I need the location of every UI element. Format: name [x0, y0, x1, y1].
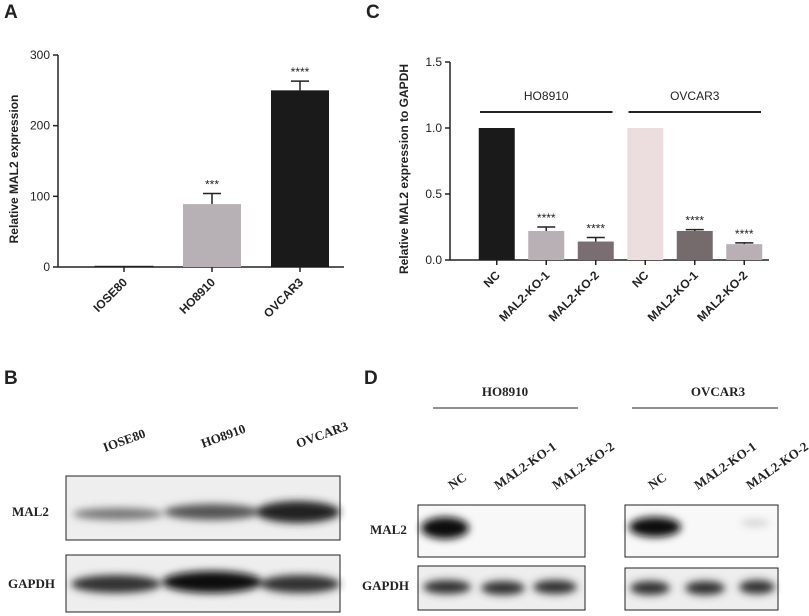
lane-label: MAL2-KO-1 [491, 439, 559, 493]
y-tick-label: 1.0 [425, 121, 442, 135]
error-bar [735, 242, 754, 245]
panel-letter: D [364, 368, 378, 389]
lane-label: NC [645, 469, 669, 492]
x-tick-label: HO8910 [177, 275, 219, 317]
bar [183, 204, 241, 267]
x-tick-label: MAL2-KO-2 [694, 268, 750, 324]
panel-letter: B [4, 368, 18, 389]
error-bar [291, 80, 309, 91]
lane-label: NC [445, 469, 469, 492]
y-tick-label: 1.5 [425, 55, 442, 69]
bands [421, 517, 775, 595]
bands [71, 501, 340, 593]
y-tick-label: 200 [30, 119, 50, 133]
significance: **** [586, 222, 605, 236]
y-tick-label: 0 [43, 260, 50, 274]
panel-b: B IOSE80 HO8910 OVCAR3 MAL2 GAPDH [4, 368, 350, 613]
x-tick-label: NC [481, 268, 503, 290]
significance: **** [291, 65, 310, 79]
x-tick-label: OVCAR3 [261, 275, 306, 320]
bar [627, 128, 664, 260]
error-bar [203, 192, 221, 205]
error-bar [537, 226, 556, 231]
significance: **** [537, 211, 556, 225]
x-tick-label: MAL2-KO-1 [496, 268, 552, 324]
group-label: OVCAR3 [670, 89, 720, 103]
lane-label: MAL2-KO-2 [549, 439, 617, 493]
panel-letter: C [366, 2, 380, 23]
row-label: MAL2 [370, 522, 407, 537]
lane-label: OVCAR3 [294, 418, 350, 451]
x-tick-label: NC [629, 268, 651, 290]
y-tick-label: 0.0 [425, 253, 442, 267]
bar [577, 241, 614, 260]
y-tick-label: 0.5 [425, 187, 442, 201]
x-tick-label: MAL2-KO-1 [645, 268, 701, 324]
row-label: MAL2 [12, 504, 49, 519]
group-label: HO8910 [482, 384, 528, 399]
blot-box [417, 504, 586, 558]
panel-d: D HO8910 OVCAR3 NC MAL2-KO-1 MAL2-KO-2 N… [362, 368, 809, 611]
lane-label: IOSE80 [101, 426, 148, 455]
bar [726, 244, 763, 260]
y-tick-label: 300 [30, 48, 50, 62]
y-axis-title: Relative MAL2 expression to GAPDH [397, 64, 411, 274]
row-label: GAPDH [8, 576, 55, 591]
y-axis-title: Relative MAL2 expression [7, 95, 21, 244]
bar [676, 230, 713, 260]
error-bar [685, 228, 704, 231]
significance: *** [205, 178, 219, 192]
y-tick-label: 100 [30, 189, 50, 203]
group-label: OVCAR3 [691, 384, 746, 399]
error-bar [586, 236, 605, 242]
panel-letter: A [4, 2, 18, 23]
x-tick-label: MAL2-KO-2 [546, 268, 602, 324]
bar [94, 265, 154, 268]
group-label: HO8910 [524, 89, 569, 103]
significance: **** [685, 214, 704, 228]
bar [271, 90, 329, 267]
row-label: GAPDH [362, 578, 409, 593]
significance: **** [735, 227, 754, 241]
bar [528, 230, 565, 260]
lane-label: HO8910 [199, 421, 248, 451]
bar [478, 128, 515, 260]
x-tick-label: IOSE80 [91, 275, 131, 315]
